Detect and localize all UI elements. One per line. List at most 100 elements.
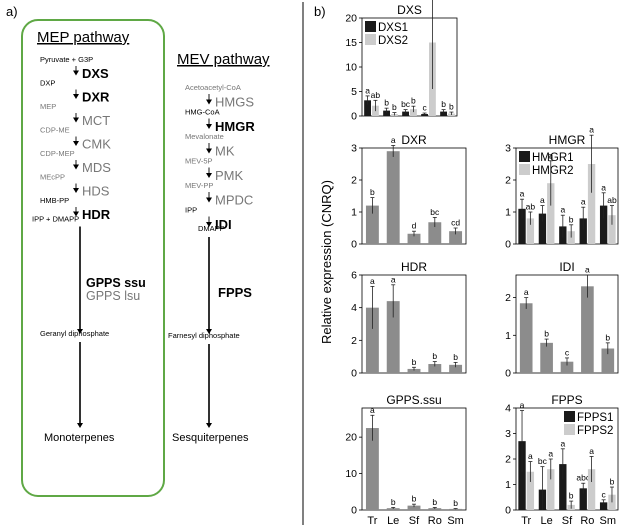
y-tick-label: 2 [351, 175, 357, 187]
significance-letter: c [602, 489, 607, 499]
y-tick-label: 0 [505, 505, 511, 517]
product-monoterpenes: Monoterpenes [44, 432, 115, 444]
significance-letter: b [412, 494, 417, 504]
legend-label: HMGR1 [532, 152, 574, 164]
bar-hdr-le [386, 301, 400, 373]
y-tick-label: 15 [345, 37, 357, 49]
y-tick-label: 20 [345, 13, 357, 25]
significance-letter: b [441, 99, 446, 109]
bar-idi-sf [560, 361, 574, 373]
significance-letter: cd [451, 218, 460, 228]
significance-letter: a [365, 85, 370, 95]
panel-b-label: b) [314, 4, 326, 19]
bar-hdr-ro [428, 364, 442, 373]
bar-dxs-sm-s1 [440, 111, 447, 116]
y-tick-label: 3 [351, 143, 357, 155]
enzyme-hmgr: HMGR [215, 119, 255, 134]
significance-letter: a [560, 205, 565, 215]
significance-letter: b [569, 214, 574, 224]
bar-hmgr-tr-s2 [526, 218, 535, 244]
significance-letter: d [412, 221, 417, 231]
pathway-arrow-sesquiterpenes-head [206, 423, 212, 428]
pathway-arrow-pmk-head [206, 173, 212, 178]
y-tick-label: 3 [505, 143, 511, 155]
metabolite-mev-pp: MEV-PP [185, 181, 213, 190]
x-tick-label: Sm [447, 515, 464, 527]
significance-letter: a [548, 449, 553, 459]
y-tick-label: 0 [505, 239, 511, 251]
significance-letter: b [412, 357, 417, 367]
pathway-arrow-monoterpenes-head [77, 423, 83, 428]
pathway-arrow-cmk-head [73, 141, 79, 146]
bar-hmgr-ro-s2 [587, 164, 596, 244]
significance-letter: b [432, 351, 437, 361]
bar-fpps-sf-s1 [559, 464, 567, 510]
legend-swatch [564, 424, 575, 435]
chart-gpps-ssu: GPPS.ssu 0 10 20 a b b b b Tr Le Sf Ro Sm [345, 393, 467, 527]
significance-letter: bc [401, 99, 411, 109]
enzyme-hdr: HDR [82, 207, 111, 222]
enzyme-hds: HDS [82, 183, 110, 198]
significance-letter: a [589, 446, 594, 456]
bar-gpps-ssu-sf [407, 505, 421, 510]
metabolite-dxp: DXP [40, 79, 55, 88]
bar-gpps-ssu-sm [449, 508, 463, 510]
significance-letter: a [560, 438, 565, 448]
pathway-arrow-mct-head [73, 117, 79, 123]
mep-pathway-diagram: Pyruvate + G3P DXS DXP DXR MEP MCT CDP-ME CMK CD… [32, 55, 146, 444]
x-tick-label: Ro [428, 515, 442, 527]
bar-hdr-sf [407, 368, 421, 373]
metabolite-cdp-me: CDP-ME [40, 126, 70, 135]
significance-letter: a [601, 182, 606, 192]
legend-swatch [519, 151, 530, 162]
legend-swatch [365, 21, 376, 32]
y-axis-label: Relative expression (CNRQ) [319, 180, 334, 344]
bar-idi-sm [601, 348, 615, 373]
metabolite-mevalonate: Mevalonate [185, 132, 224, 141]
bar-hmgr-le-s2 [547, 183, 555, 244]
chart-hdr: HDR 0 2 4 6 a a b b b [351, 260, 467, 380]
chart-dxr: DXR 0 1 2 3 b a d bc cd [351, 133, 467, 251]
y-tick-label: 1 [505, 207, 511, 219]
bar-fpps-ro-s1 [579, 488, 587, 510]
bar-dxr-sm [449, 231, 463, 244]
metabolite-mep: MEP [40, 102, 56, 111]
bar-idi-tr [519, 303, 533, 373]
chart-dxs: DXS05101520abbccbabbbabDXS1DXS2 [345, 0, 458, 123]
significance-letter: a [391, 135, 396, 145]
pathway-arrow-hdr-head [73, 211, 79, 217]
mep-pathway-box [21, 19, 165, 497]
legend-label: FPPS2 [577, 425, 613, 437]
metabolite-ipp-dmapp: IPP + DMAPP [32, 215, 79, 224]
chart-idi: IDI 0 1 2 a b c a b [505, 260, 619, 380]
bar-hmgr-le-s1 [538, 213, 547, 244]
metabolite-farnesyl-diphosphate: Farnesyl diphosphate [168, 331, 240, 340]
y-tick-label: 2 [505, 292, 511, 304]
x-tick-label: Le [387, 515, 399, 527]
legend-swatch [365, 34, 376, 45]
significance-letter: a [581, 197, 586, 207]
bar-fpps-le-s2 [547, 469, 555, 510]
metabolite-acetoacetyl-coa: Acetoacetyl-CoA [185, 83, 241, 92]
significance-letter: b [432, 497, 437, 507]
bar-dxr-sf [407, 233, 421, 244]
significance-letter: ab [607, 195, 617, 205]
y-tick-label: 5 [351, 86, 357, 98]
chart-title: IDI [559, 260, 574, 274]
significance-letter: a [589, 125, 594, 135]
enzyme-mds: MDS [82, 160, 111, 175]
bar-dxr-ro [428, 222, 442, 244]
bar-gpps-ssu-le [386, 508, 400, 510]
chart-title: HMGR [549, 133, 586, 147]
y-tick-label: 0 [351, 239, 357, 251]
significance-letter: b [384, 98, 389, 108]
y-tick-label: 2 [505, 454, 511, 466]
significance-letter: b [453, 352, 458, 362]
bar-gpps-ssu-ro [428, 508, 442, 510]
y-tick-label: 10 [345, 468, 357, 480]
enzyme-cmk: CMK [82, 136, 111, 151]
chart-title: HDR [401, 260, 427, 274]
significance-letter: bc [538, 456, 548, 466]
